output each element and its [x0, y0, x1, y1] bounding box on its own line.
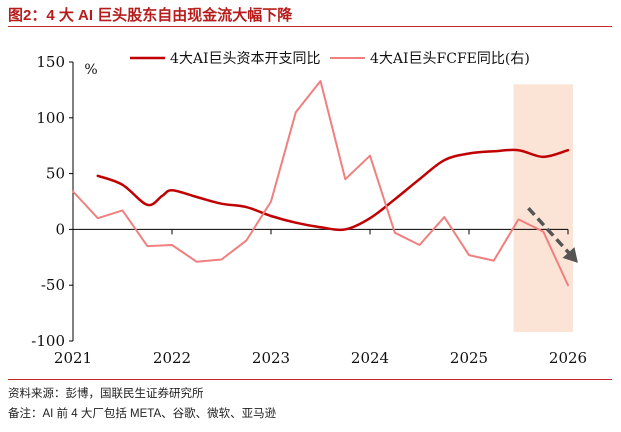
y-tick-label: 100: [36, 109, 65, 127]
x-tick-label: 2026: [549, 349, 587, 367]
forecast-shade: [513, 84, 573, 333]
y-tick-label: 0: [55, 220, 65, 238]
trend-arrow-shaft: [527, 207, 571, 255]
title-rule: [8, 26, 612, 27]
line-chart: -100 -50 0 50 100 150 % 2021 2022 2023 2024 2025 202…: [31, 51, 587, 367]
fcfe-series-line: [72, 80, 569, 287]
x-tick-label: 2024: [351, 349, 389, 367]
footnote: 备注：AI 前 4 大厂包括 META、谷歌、微软、亚马逊: [8, 408, 277, 420]
plot-area: -100 -50 0 50 100 150 % 2021 2022 2023 2024 2025 202…: [31, 51, 587, 367]
y-tick-label: -100: [31, 332, 65, 350]
bottom-rule: [8, 379, 612, 380]
y-tick-label: 50: [46, 165, 65, 183]
trend-arrow-head: [562, 247, 578, 263]
x-tick-label: 2025: [450, 349, 488, 367]
legend-label-fcfe: 4大AI巨头FCFE同比(右): [370, 51, 530, 67]
x-tick-label: 2022: [153, 349, 191, 367]
y-tick-label: 150: [36, 53, 65, 71]
legend-label-capex: 4大AI巨头资本开支同比: [170, 51, 321, 67]
capex-series-line: [96, 148, 570, 232]
x-tick-label: 2023: [252, 349, 290, 367]
x-tick-label: 2021: [54, 349, 92, 367]
y-tick-label: -50: [41, 276, 65, 294]
y-unit-label: %: [84, 62, 97, 78]
chart-title: 图2：4 大 AI 巨头股东自由现金流大幅下降: [8, 7, 293, 24]
source-note: 资料来源：彭博，国联民生证券研究所: [8, 388, 204, 400]
